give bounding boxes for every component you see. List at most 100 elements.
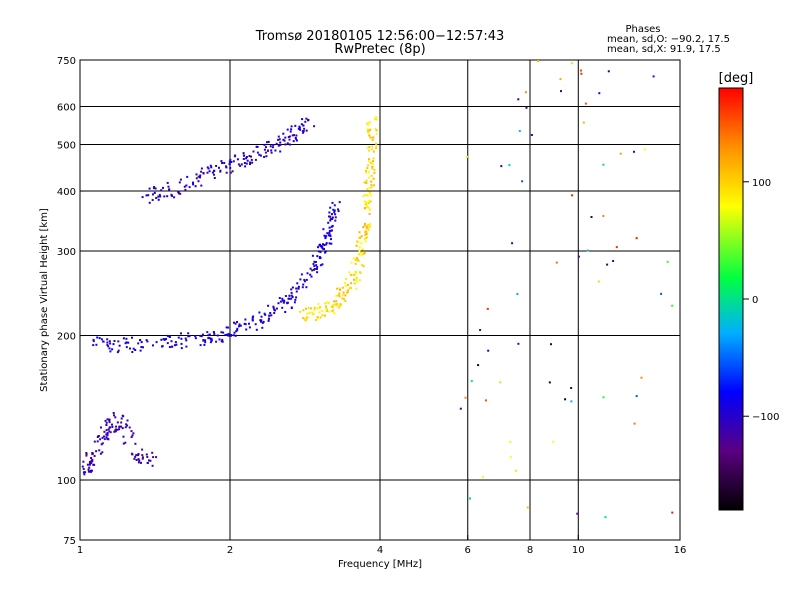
echo-point [289, 130, 292, 133]
echo-point [132, 347, 135, 350]
echo-point [339, 304, 342, 307]
echo-point [312, 313, 315, 316]
echo-point [91, 458, 94, 461]
echo-point [258, 153, 261, 156]
echo-point [113, 430, 116, 433]
echo-point [359, 279, 361, 282]
echo-point [221, 162, 224, 164]
echo-point [290, 291, 293, 294]
echo-point [107, 345, 110, 348]
echo-point [355, 276, 358, 279]
echo-point [369, 194, 372, 197]
phase-stats-x: mean, sd,X: 91.9, 17.5 [607, 44, 721, 55]
noise-point [602, 215, 605, 217]
noise-point [666, 260, 669, 263]
echo-point [199, 344, 202, 347]
echo-point [88, 470, 91, 473]
echo-point [112, 412, 115, 414]
echo-point [288, 138, 291, 141]
echo-point [166, 195, 169, 198]
echo-point [292, 140, 295, 143]
echo-point [327, 301, 330, 304]
echo-point [248, 322, 250, 325]
noise-point [548, 381, 551, 384]
echo-point [116, 428, 119, 431]
echo-point [291, 296, 294, 298]
echo-point [316, 317, 319, 320]
echo-point [333, 209, 336, 212]
echo-point [227, 334, 230, 337]
echo-point [153, 191, 156, 194]
echo-point [135, 454, 138, 457]
echo-point [367, 226, 370, 229]
echo-point [115, 425, 117, 428]
echo-point [179, 192, 182, 195]
echo-point [367, 206, 370, 209]
echo-point [301, 286, 304, 289]
echo-point [209, 341, 212, 344]
echo-point [272, 144, 275, 146]
echo-point [278, 297, 281, 299]
noise-point [635, 237, 638, 240]
echo-point [277, 138, 280, 141]
noise-point [477, 364, 480, 367]
echo-point [286, 142, 289, 145]
echo-point [199, 176, 201, 179]
noise-point [576, 512, 579, 515]
echo-point [213, 169, 216, 172]
echo-point [218, 338, 221, 341]
echo-point [365, 169, 368, 172]
echo-point [290, 307, 293, 309]
echo-point [220, 331, 223, 334]
echo-point [106, 343, 109, 346]
echo-point [137, 458, 140, 461]
noise-point [486, 307, 489, 310]
echo-point [141, 457, 144, 460]
echo-point [236, 321, 238, 323]
echo-point [113, 414, 115, 417]
noise-point [580, 69, 582, 72]
echo-point [188, 335, 191, 338]
echo-point [218, 166, 220, 169]
echo-point [360, 251, 363, 254]
echo-point [353, 282, 356, 285]
echo-point [88, 460, 91, 463]
echo-point [277, 144, 280, 147]
echo-point [309, 267, 312, 270]
noise-point [459, 407, 462, 410]
echo-point [258, 311, 261, 314]
echo-point [99, 452, 102, 455]
echo-point [160, 189, 163, 192]
echo-point [367, 171, 370, 174]
echo-point [268, 317, 270, 320]
echo-point [295, 137, 297, 140]
noise-point [464, 396, 467, 399]
echo-point [318, 306, 321, 309]
echo-point [145, 339, 148, 342]
echo-point [319, 243, 321, 246]
echo-point [333, 204, 336, 207]
echo-point [148, 201, 151, 204]
echo-point [96, 336, 99, 339]
echo-point [281, 299, 284, 302]
echo-point [141, 196, 144, 199]
echo-point [350, 282, 353, 285]
echo-point [302, 131, 305, 134]
echo-point [85, 452, 88, 454]
echo-point [364, 207, 366, 210]
echo-point [338, 295, 341, 298]
echo-point [372, 136, 375, 139]
echo-point [149, 459, 152, 462]
echo-point [157, 195, 160, 198]
echo-point [335, 294, 338, 297]
echo-point [342, 291, 345, 294]
echo-point [309, 273, 312, 276]
noise-point [660, 292, 663, 295]
echo-point [350, 261, 353, 264]
noise-point [586, 249, 589, 252]
echo-point [264, 151, 267, 154]
echo-point [346, 291, 349, 294]
echo-point [229, 171, 232, 174]
echo-point [284, 311, 287, 313]
